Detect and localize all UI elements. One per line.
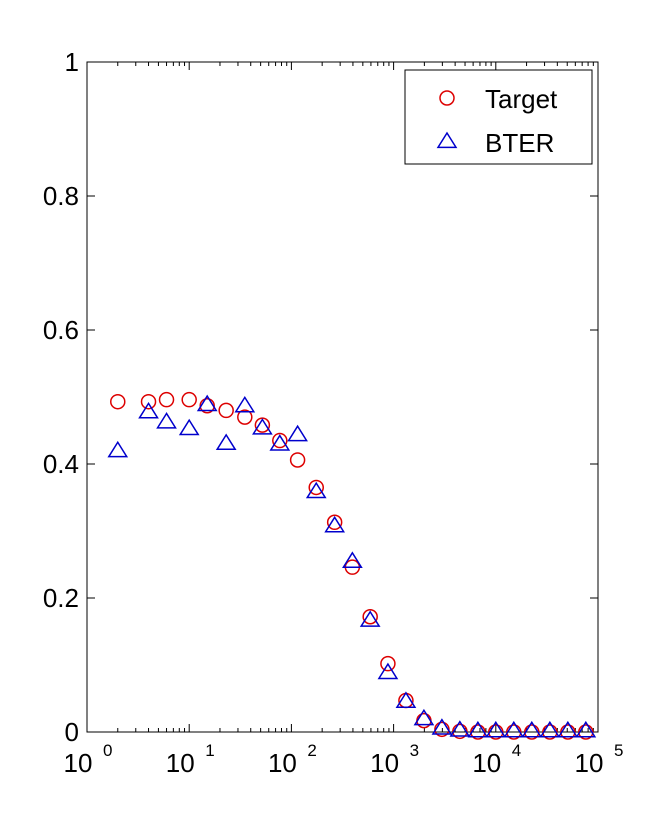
data-marks: [107, 391, 597, 740]
bter-point: [503, 720, 525, 738]
y-tick-label: 0.2: [43, 583, 79, 613]
plot-area: [86, 61, 599, 733]
target-point: [506, 724, 522, 740]
bter-point: [467, 720, 489, 738]
target-point: [110, 393, 126, 410]
legend-marker-circle: [439, 90, 455, 106]
bter-point: [215, 433, 237, 451]
y-tick-label: 0.8: [43, 181, 79, 211]
bter-point: [377, 662, 399, 680]
bter-point: [359, 610, 381, 627]
target-point: [308, 479, 324, 496]
y-tick-label: 0: [65, 717, 79, 747]
target-point: [199, 397, 215, 414]
bter-point: [107, 440, 129, 458]
bter-point: [449, 720, 471, 737]
x-tick-label: 10: [370, 748, 399, 778]
bter-point: [413, 708, 435, 726]
bter-point: [252, 418, 273, 435]
legend: Target BTER: [404, 69, 593, 165]
legend-label: Target: [485, 84, 558, 114]
target-point: [362, 609, 378, 625]
x-tick-base: 10: [64, 748, 93, 778]
bter-point: [234, 395, 256, 413]
y-tick-label: 0.4: [43, 449, 79, 479]
bter-point: [395, 691, 417, 708]
target-point: [434, 721, 450, 738]
bter-point: [156, 412, 177, 429]
y-tick-label: 1: [65, 47, 79, 77]
bter-point: [196, 394, 218, 412]
target-point: [380, 655, 396, 672]
target-point: [542, 724, 558, 740]
target-point: [218, 402, 234, 419]
target-point: [560, 724, 576, 740]
bter-point: [575, 720, 597, 738]
x-tick-exponent: 5: [614, 741, 623, 760]
bter-point: [287, 424, 308, 442]
target-point: [272, 432, 288, 449]
x-tick-label: 10: [64, 748, 93, 778]
x-tick-label: 10: [472, 748, 501, 778]
x-tick-base: 10: [472, 748, 501, 778]
x-tick-exponent: 2: [307, 741, 316, 760]
x-tick-base: 10: [575, 748, 604, 778]
x-tick-exponent: 3: [410, 741, 419, 760]
bter-point: [521, 720, 543, 738]
x-tick-base: 10: [268, 748, 297, 778]
bter-point: [485, 720, 507, 738]
legend-box: [404, 69, 593, 165]
x-tick-exponent: 1: [205, 741, 214, 760]
x-tick-label: 10: [575, 748, 604, 778]
x-tick-exponent: 0: [103, 741, 112, 760]
bter-point: [539, 720, 561, 738]
target-point: [524, 724, 540, 740]
bter-point: [178, 418, 200, 436]
x-tick-base: 10: [166, 748, 195, 778]
target-point: [326, 514, 343, 531]
target-point: [181, 391, 197, 408]
legend-label: BTER: [485, 128, 554, 158]
target-point: [452, 723, 468, 740]
bter-point: [557, 720, 579, 738]
x-tick-label: 10: [268, 748, 297, 778]
target-point: [578, 724, 594, 740]
y-tick-label: 0.6: [43, 315, 79, 345]
bter-point: [138, 401, 159, 419]
target-point: [158, 391, 175, 408]
bter-point: [269, 434, 291, 451]
bter-point: [324, 515, 346, 533]
bter-point: [431, 718, 453, 735]
target-point: [289, 452, 306, 468]
target-point: [140, 393, 157, 410]
axis-ticks: [86, 61, 599, 733]
x-tick-base: 10: [370, 748, 399, 778]
target-point: [470, 724, 486, 740]
x-tick-exponent: 4: [512, 741, 521, 760]
target-point: [237, 409, 253, 425]
x-tick-label: 10: [166, 748, 195, 778]
target-point: [488, 724, 504, 740]
legend-marker-triangle: [436, 131, 458, 149]
bter-point: [305, 481, 327, 499]
bter-point: [342, 551, 363, 568]
